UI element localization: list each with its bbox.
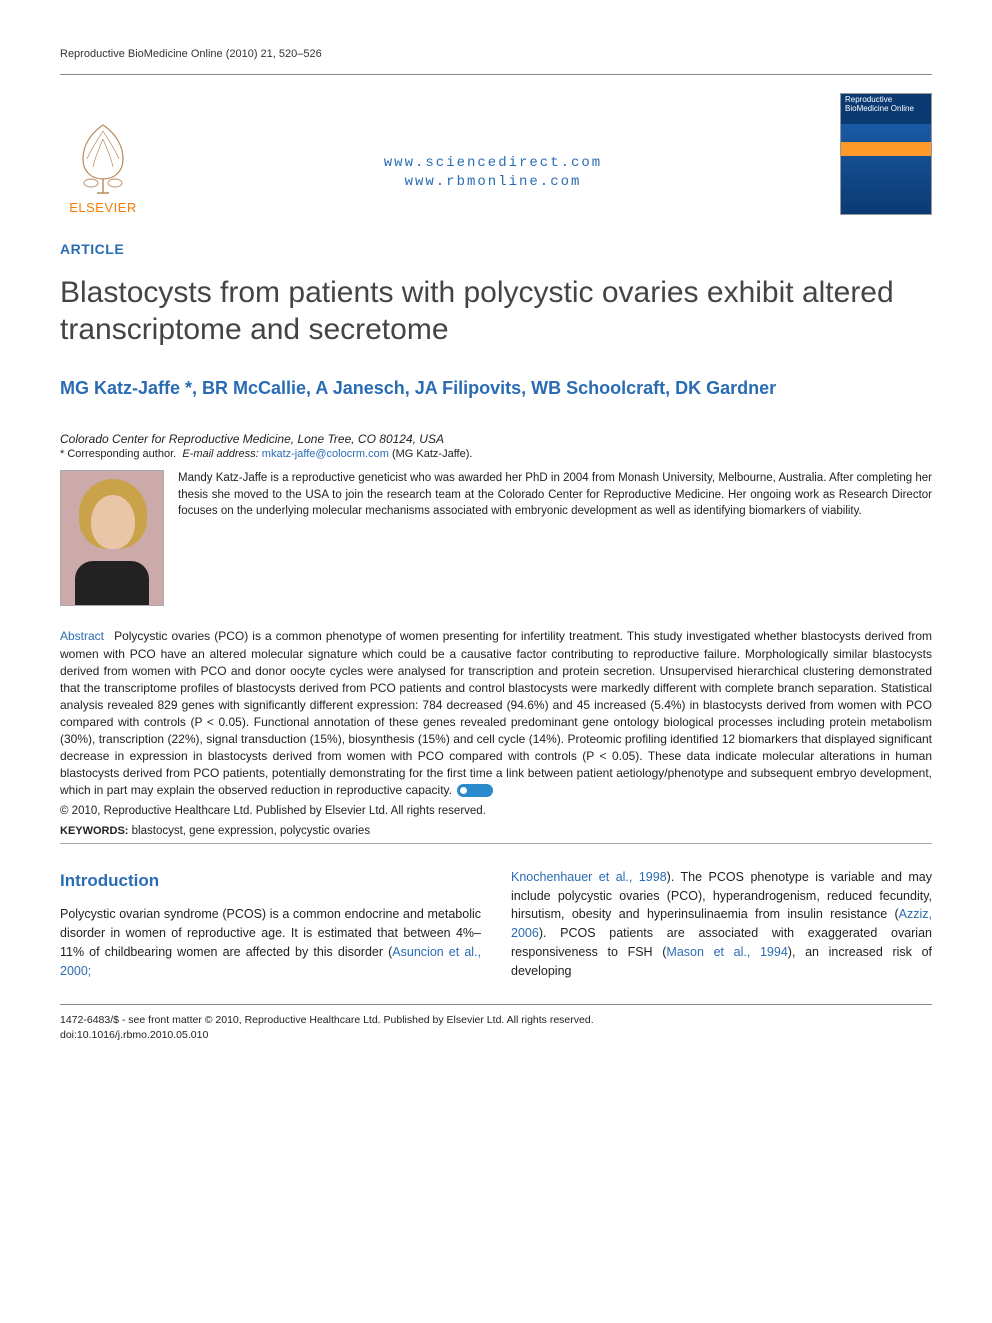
intro-para-right: Knochenhauer et al., 1998). The PCOS phe… bbox=[511, 868, 932, 981]
author-list: MG Katz-Jaffe *, BR McCallie, A Janesch,… bbox=[60, 376, 932, 400]
author-photo bbox=[60, 470, 164, 606]
footer-divider bbox=[60, 1004, 932, 1005]
elsevier-tree-icon bbox=[67, 119, 139, 197]
column-right: Knochenhauer et al., 1998). The PCOS phe… bbox=[511, 868, 932, 981]
cover-ribbon bbox=[841, 142, 931, 156]
author-bio-row: Mandy Katz-Jaffe is a reproductive genet… bbox=[60, 470, 932, 606]
keywords-line: KEYWORDS: blastocyst, gene expression, p… bbox=[60, 825, 932, 837]
abstract-copyright: © 2010, Reproductive Healthcare Ltd. Pub… bbox=[60, 805, 932, 817]
affiliation: Colorado Center for Reproductive Medicin… bbox=[60, 432, 932, 446]
elsevier-logo[interactable]: ELSEVIER bbox=[60, 119, 146, 215]
email-suffix: (MG Katz-Jaffe). bbox=[392, 448, 472, 460]
article-label: ARTICLE bbox=[60, 241, 932, 257]
center-links: www.sciencedirect.com www.rbmonline.com bbox=[384, 154, 602, 215]
corresponding-author: * Corresponding author. E-mail address: … bbox=[60, 448, 932, 460]
cover-body bbox=[841, 124, 931, 214]
header-divider bbox=[60, 74, 932, 75]
column-left: Introduction Polycystic ovarian syndrome… bbox=[60, 868, 481, 981]
ref-mason[interactable]: Mason et al., 1994 bbox=[666, 945, 787, 959]
footer-doi: doi:10.1016/j.rbmo.2010.05.010 bbox=[60, 1028, 932, 1043]
keywords-text: blastocyst, gene expression, polycystic … bbox=[132, 825, 370, 837]
introduction-heading: Introduction bbox=[60, 868, 481, 894]
abstract-text: Polycystic ovaries (PCO) is a common phe… bbox=[60, 629, 932, 796]
corresponding-prefix: * Corresponding author. bbox=[60, 448, 176, 460]
abstract-label: Abstract bbox=[60, 629, 104, 643]
intro-para-left: Polycystic ovarian syndrome (PCOS) is a … bbox=[60, 905, 481, 980]
corresponding-email-link[interactable]: mkatz-jaffe@colocrm.com bbox=[262, 448, 389, 460]
keywords-label: KEYWORDS: bbox=[60, 825, 128, 837]
top-banner: ELSEVIER www.sciencedirect.com www.rbmon… bbox=[60, 93, 932, 215]
journal-reference: Reproductive BioMedicine Online (2010) 2… bbox=[60, 48, 932, 60]
author-bio-text: Mandy Katz-Jaffe is a reproductive genet… bbox=[178, 470, 932, 518]
sciencedirect-link[interactable]: www.sciencedirect.com bbox=[384, 155, 602, 171]
elsevier-wordmark: ELSEVIER bbox=[69, 200, 137, 215]
cover-title: Reproductive BioMedicine Online bbox=[841, 94, 931, 124]
footer-line-1: 1472-6483/$ - see front matter © 2010, R… bbox=[60, 1013, 932, 1028]
rbmonline-link[interactable]: www.rbmonline.com bbox=[405, 174, 582, 190]
email-label: E-mail address: bbox=[182, 448, 258, 460]
abstract: Abstract Polycystic ovaries (PCO) is a c… bbox=[60, 628, 932, 798]
ref-knochenhauer[interactable]: Knochenhauer et al., 1998 bbox=[511, 870, 667, 884]
keywords-divider bbox=[60, 843, 932, 844]
body-columns: Introduction Polycystic ovarian syndrome… bbox=[60, 868, 932, 981]
rbm-online-icon[interactable] bbox=[457, 784, 493, 797]
journal-cover-thumbnail[interactable]: Reproductive BioMedicine Online bbox=[840, 93, 932, 215]
article-title: Blastocysts from patients with polycysti… bbox=[60, 275, 932, 348]
